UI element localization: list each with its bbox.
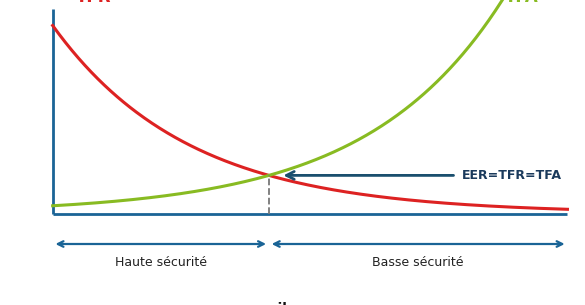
Text: seuil: seuil	[250, 302, 287, 305]
Text: EER=TFR=TFA: EER=TFR=TFA	[462, 169, 562, 182]
Text: Basse sécurité: Basse sécurité	[373, 256, 464, 269]
Text: Haute sécurité: Haute sécurité	[115, 256, 207, 269]
Text: TFA: TFA	[504, 0, 538, 6]
Text: TFR: TFR	[76, 0, 112, 6]
